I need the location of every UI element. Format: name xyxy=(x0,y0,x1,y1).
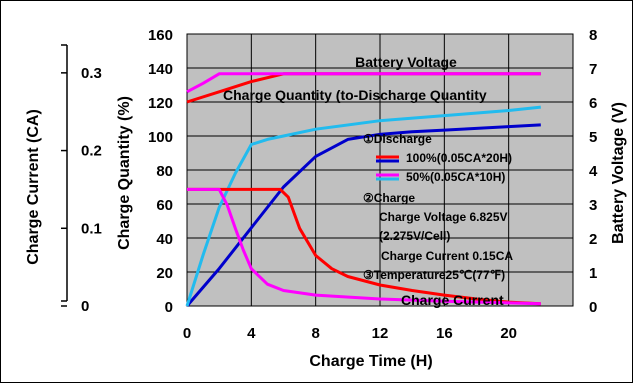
voltage-tick-label: 1 xyxy=(589,265,597,282)
series-line-charge-current-50 xyxy=(187,187,541,306)
axes-group: 0 4 8 12 16 200204060801001201401600123456780… xyxy=(61,27,598,342)
quantity-tick-label: 100 xyxy=(148,129,173,146)
voltage-tick-label: 3 xyxy=(589,197,597,214)
quantity-tick-label: 160 xyxy=(148,27,173,44)
legend-label-100: 100%(0.05CA*20H) xyxy=(406,151,512,165)
quantity-tick-label: 0 xyxy=(165,299,173,316)
quantity-tick-label: 20 xyxy=(156,265,173,282)
voltage-axis-title: Battery Voltage (V) xyxy=(610,102,627,244)
quantity-tick-label: 80 xyxy=(156,163,173,180)
quantity-axis-title: Charge Quantity (%) xyxy=(116,96,133,250)
current-axis-title: Charge Current (CA) xyxy=(25,109,42,265)
grid xyxy=(187,34,573,306)
series-line-charge-current-100 xyxy=(187,187,541,306)
quantity-tick-label: 120 xyxy=(148,95,173,112)
charge-current-value-text: Charge Current 0.15CA xyxy=(381,249,513,263)
voltage-tick-label: 8 xyxy=(589,27,597,44)
quantity-tick-label: 40 xyxy=(156,231,173,248)
series-line-charge-quantity-100 xyxy=(185,123,541,307)
x-tick-label: 8 xyxy=(311,325,319,342)
current-tick-label: 0.3 xyxy=(81,65,102,82)
x-tick-label: 20 xyxy=(500,325,517,342)
voltage-tick-label: 0 xyxy=(589,299,597,316)
current-tick-label: 0 xyxy=(81,298,89,315)
series-group xyxy=(185,72,541,307)
voltage-tick-label: 7 xyxy=(589,61,597,78)
voltage-tick-label: 2 xyxy=(589,231,597,248)
cell-voltage-text: (2.275V/Cell) xyxy=(379,229,450,243)
charge-current-annotation: Charge Current xyxy=(401,292,504,308)
quantity-tick-label: 140 xyxy=(148,61,173,78)
voltage-tick-label: 5 xyxy=(589,129,597,146)
x-tick-label: 4 xyxy=(247,325,256,342)
series-line-battery-voltage-50 xyxy=(186,72,541,94)
x-tick-label: 0 xyxy=(183,325,191,342)
temperature-text: ③Temperature25℃(77℉) xyxy=(363,268,505,282)
voltage-tick-label: 4 xyxy=(589,163,598,180)
battery-voltage-annotation: Battery Voltage xyxy=(355,54,457,70)
current-tick-label: 0.1 xyxy=(81,220,102,237)
series-line-charge-quantity-50 xyxy=(185,105,541,307)
legend-label-50: 50%(0.05CA*10H) xyxy=(406,170,505,184)
charge-quantity-annotation: Charge Quantity (to-Discharge Quantity xyxy=(223,87,487,103)
discharge-header: ①Discharge xyxy=(363,132,432,146)
current-tick-label: 0.2 xyxy=(81,143,102,160)
quantity-tick-label: 60 xyxy=(156,197,173,214)
x-axis-title: Charge Time (H) xyxy=(309,353,432,370)
charge-header: ②Charge xyxy=(363,191,415,205)
charge-voltage-text: Charge Voltage 6.825V xyxy=(379,210,508,224)
legend-group xyxy=(376,155,399,181)
x-tick-label: 16 xyxy=(436,325,453,342)
x-tick-label: 12 xyxy=(372,325,389,342)
voltage-tick-label: 6 xyxy=(589,95,597,112)
